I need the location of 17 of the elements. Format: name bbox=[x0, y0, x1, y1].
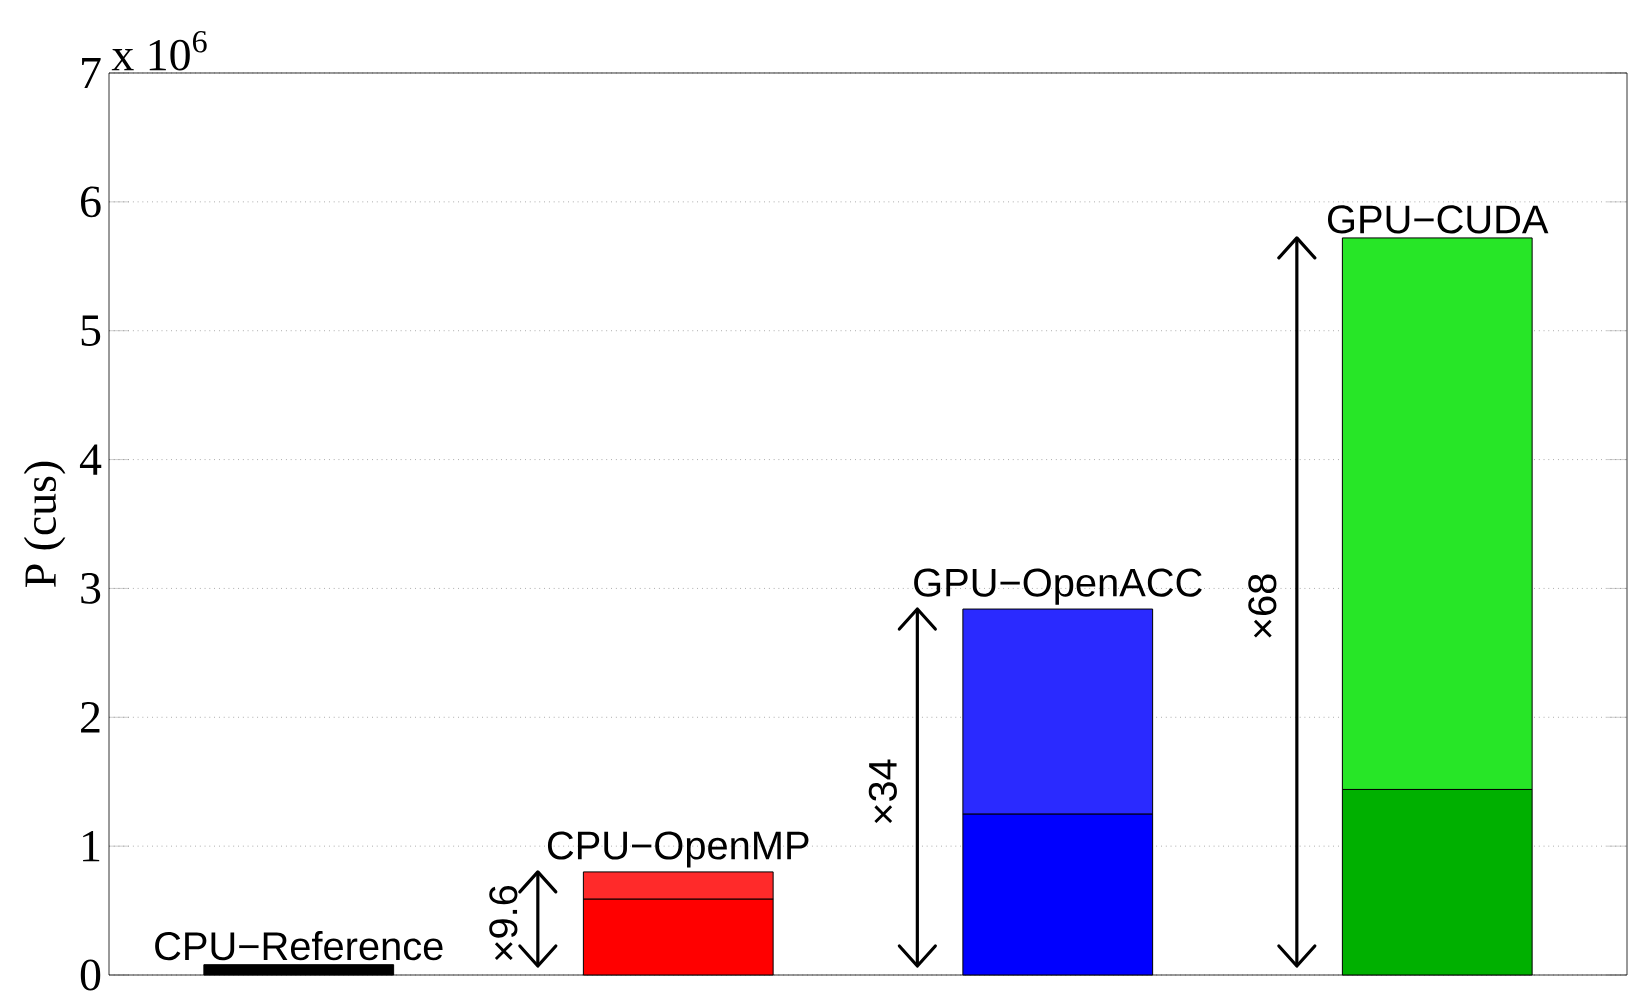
y-tick-label: 4 bbox=[79, 444, 102, 475]
y-tick-label: 1 bbox=[83, 831, 100, 862]
x-tick-label: CPU−Reference bbox=[155, 931, 443, 961]
y-tick-label: 3 bbox=[81, 573, 101, 604]
x-tick-label: CPU−OpenMP bbox=[547, 831, 809, 868]
text: x 10$^{6}$ bbox=[111, 30, 207, 71]
annotation: ×9.6 bbox=[489, 885, 518, 961]
annotation: ×68 bbox=[1248, 574, 1277, 638]
y-tick-label: 2 bbox=[81, 702, 100, 733]
x-tick-label: GPU−OpenACC bbox=[914, 568, 1202, 605]
y-tick-label: 0 bbox=[80, 959, 101, 991]
y-tick-label: 7 bbox=[82, 57, 101, 88]
annotation: ×34 bbox=[868, 759, 897, 824]
y-tick-label: 5 bbox=[81, 315, 101, 346]
x-tick-label: GPU−CUDA bbox=[1327, 205, 1549, 234]
y-tick-label: 6 bbox=[81, 186, 101, 218]
y-axis-title: P (cus) bbox=[23, 461, 66, 587]
